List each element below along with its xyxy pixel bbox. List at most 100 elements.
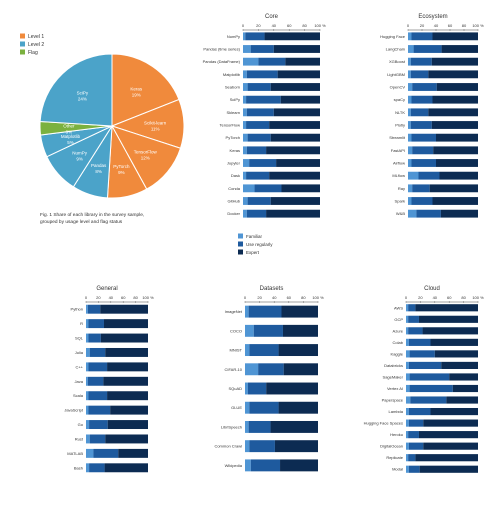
- category-label: CIFAR-10: [224, 367, 242, 372]
- category-label: Wikipedia: [225, 463, 243, 468]
- bar-segment: [410, 121, 432, 129]
- category-label: Julia: [75, 350, 84, 355]
- bar-segment: [408, 327, 423, 335]
- bar-chart-cloud: Cloud 0 20 40 60 80 100 % AWS GCP Azure Colab Kaggl…: [364, 286, 484, 473]
- category-label: C++: [75, 364, 83, 369]
- bar-segment: [441, 45, 478, 53]
- category-label: TensorFlow: [220, 123, 241, 128]
- category-label: Replicate: [386, 455, 403, 460]
- category-label: Ray: [398, 186, 405, 191]
- legend-swatch: [238, 249, 243, 255]
- category-label: Airflow: [393, 161, 405, 166]
- bar-segment: [418, 431, 478, 439]
- bar-segment: [248, 305, 282, 318]
- bar-segment: [423, 442, 478, 450]
- bar-segment: [103, 376, 148, 386]
- bar-segment: [406, 338, 409, 346]
- category-label: GitHub: [228, 199, 241, 204]
- pie-slice-value: 12%: [141, 156, 150, 161]
- bar-segment: [266, 382, 318, 395]
- bar-segment: [432, 95, 478, 104]
- pie-slice-value: 9%: [118, 170, 125, 175]
- bar-segment: [433, 146, 478, 155]
- category-label: Sklearn: [226, 110, 240, 115]
- bar-segment: [406, 454, 409, 462]
- bar-segment: [243, 209, 247, 218]
- bar-segment: [105, 434, 148, 444]
- bar-segment: [283, 363, 318, 376]
- bar-segment: [246, 95, 281, 104]
- bar-segment: [264, 32, 320, 41]
- category-label: W&B: [396, 211, 405, 216]
- category-label: Azure: [393, 328, 404, 333]
- bar-segment: [245, 305, 249, 318]
- category-label: Jupyter: [227, 161, 241, 166]
- legend-swatch: [20, 41, 25, 47]
- bar-segment: [86, 362, 89, 372]
- pie-slice-value: 24%: [78, 97, 87, 102]
- bar-segment: [245, 459, 251, 472]
- bar-segment: [243, 32, 246, 41]
- x-tick-label: 60: [287, 23, 292, 28]
- x-tick-label: 80: [302, 23, 307, 28]
- bar-segment: [406, 304, 409, 312]
- pie-slice-label: Pandas: [91, 163, 107, 168]
- legend-swatch: [238, 233, 243, 239]
- bar-segment: [408, 32, 412, 41]
- legend-label: Expert: [246, 250, 260, 255]
- bar-segment: [246, 121, 270, 129]
- bar-segment: [415, 454, 478, 462]
- pie-slice-value: 9%: [76, 157, 83, 162]
- bar-segment: [249, 159, 277, 167]
- bar-segment: [408, 315, 419, 323]
- bar-segment: [408, 108, 411, 117]
- category-label: SageMaker: [383, 374, 404, 379]
- category-label: Java: [75, 379, 84, 384]
- x-tick-label: 0: [242, 23, 245, 28]
- bar-segment: [406, 431, 409, 439]
- bar-segment: [278, 344, 318, 357]
- bar-segment: [409, 350, 435, 358]
- bar-segment: [89, 420, 108, 430]
- bar-segment: [406, 407, 409, 416]
- bar-segment: [246, 146, 267, 155]
- category-label: SQuAD: [228, 386, 242, 391]
- category-label: JavaScript: [64, 408, 84, 413]
- category-label: Go: [78, 422, 84, 427]
- bar-segment: [86, 304, 88, 314]
- bar-segment: [270, 83, 320, 91]
- bar-segment: [439, 171, 478, 180]
- x-tick-label: 80: [461, 295, 466, 300]
- bar-segment: [416, 209, 441, 218]
- pie-slice-value: 19%: [132, 92, 141, 97]
- bar-segment: [440, 209, 478, 218]
- bar-segment: [246, 70, 278, 79]
- bar-segment: [408, 159, 412, 167]
- bar-segment: [245, 363, 259, 376]
- bar-segment: [248, 420, 271, 433]
- bar-segment: [250, 459, 281, 472]
- bar-segment: [406, 350, 410, 358]
- x-tick-label: 40: [433, 295, 438, 300]
- bar-segment: [431, 121, 478, 129]
- pie-slice-value: 8%: [95, 169, 102, 174]
- bar-segment: [266, 146, 320, 155]
- bar-segment: [93, 448, 119, 458]
- bar-segment: [282, 324, 318, 337]
- bar-segment: [418, 315, 478, 323]
- bar-segment: [408, 45, 414, 53]
- x-tick-label: 40: [109, 295, 114, 300]
- bar-segment: [408, 304, 416, 312]
- bar-segment: [87, 376, 104, 386]
- bar-segment: [243, 83, 248, 91]
- category-label: LightGBM: [387, 72, 405, 77]
- legend-swatch: [20, 33, 25, 39]
- bar-segment: [412, 146, 434, 155]
- legend-swatch: [20, 49, 25, 55]
- bar-segment: [406, 373, 410, 381]
- pie-slice-value: 11%: [151, 127, 160, 132]
- bar-segment: [285, 57, 320, 66]
- bar-segment: [406, 327, 409, 335]
- bar-segment: [243, 70, 247, 79]
